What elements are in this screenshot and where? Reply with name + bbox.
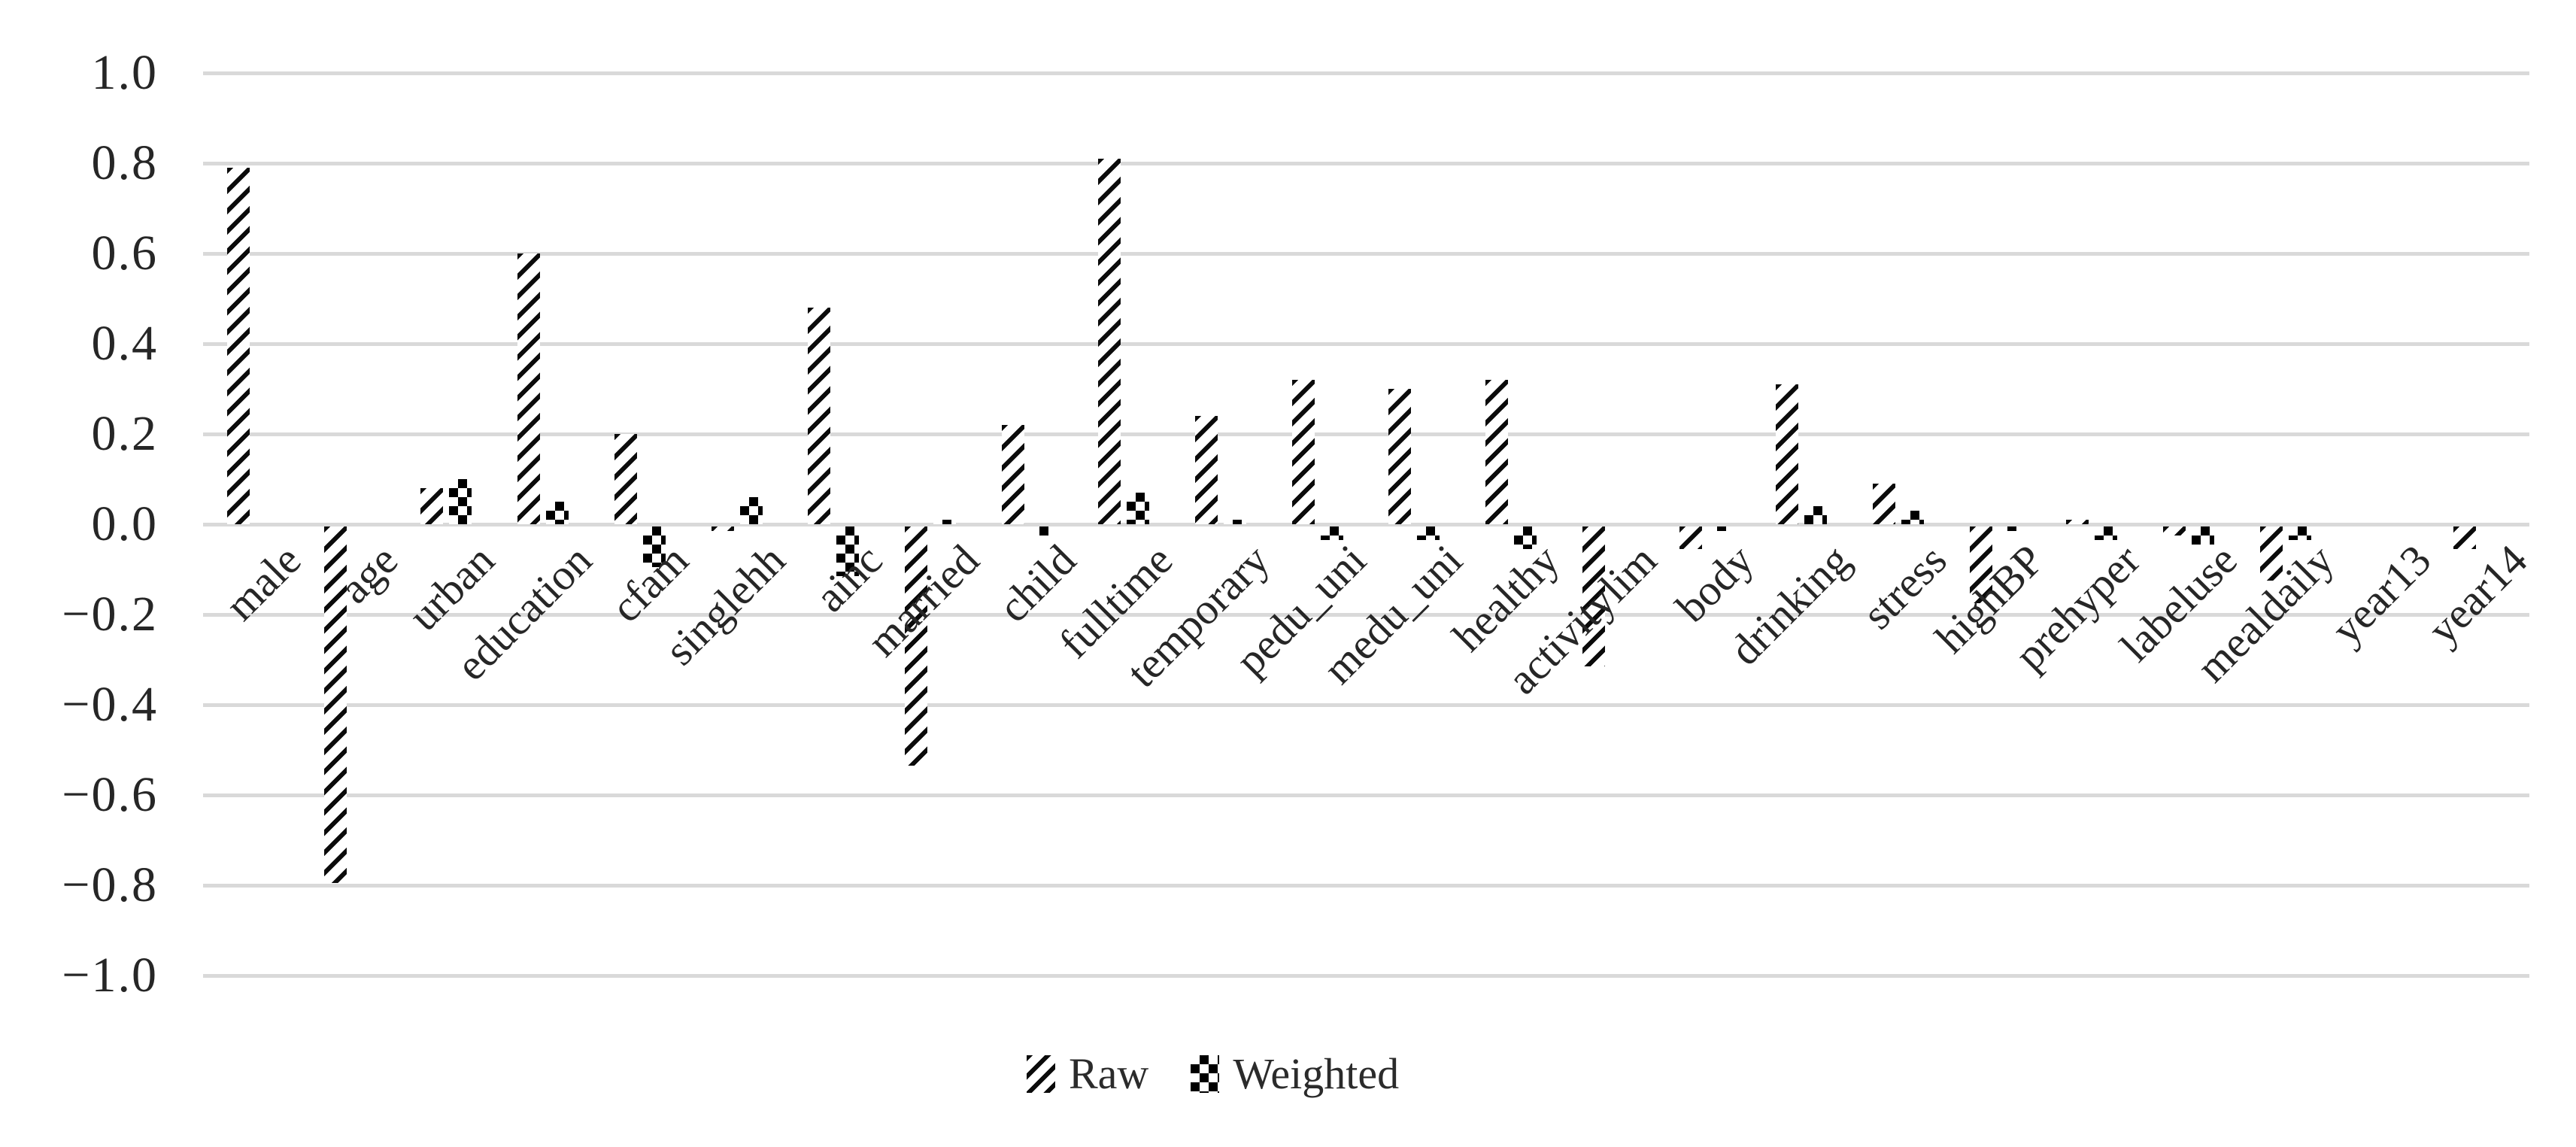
- weighted-bar-singlehh: [739, 497, 763, 524]
- raw-bar-child: [1001, 425, 1024, 524]
- raw-bar-labeluse: [2163, 526, 2186, 536]
- raw-bar-married: [904, 526, 927, 766]
- raw-hatch-swatch-icon: [1027, 1055, 1055, 1093]
- weighted-bar-drinking: [1804, 506, 1828, 524]
- raw-bar-singlehh: [711, 526, 734, 531]
- raw-bar-cfam: [614, 434, 637, 524]
- legend-label-weighted: Weighted: [1233, 1049, 1400, 1098]
- weighted-bar-healthy: [1514, 526, 1537, 549]
- raw-bar-medu_uni: [1388, 389, 1412, 524]
- weighted-bar-prehyper: [2095, 526, 2118, 540]
- y-axis-tick-label: −0.8: [62, 857, 158, 912]
- weighted-bar-married: [933, 520, 956, 524]
- raw-bar-male: [227, 168, 250, 524]
- gridline: [203, 252, 2529, 256]
- weighted-bar-body: [1707, 526, 1731, 531]
- weighted-bar-ainc: [836, 526, 860, 576]
- gridline: [203, 703, 2529, 707]
- weighted-bar-temporary: [1224, 520, 1246, 524]
- y-axis-tick-label: 0.6: [91, 226, 158, 281]
- gridline: [203, 71, 2529, 75]
- legend-label-raw: Raw: [1069, 1049, 1149, 1098]
- raw-bar-body: [1679, 526, 1702, 549]
- raw-bar-activitylim: [1582, 526, 1605, 666]
- y-axis-tick-label: 1.0: [91, 45, 158, 100]
- raw-bar-age: [323, 526, 347, 883]
- raw-bar-drinking: [1776, 384, 1799, 524]
- raw-bar-prehyper: [2066, 520, 2089, 524]
- raw-bar-temporary: [1195, 416, 1218, 524]
- weighted-bar-mealdaily: [2288, 526, 2311, 540]
- y-axis-tick-label: 0.4: [91, 316, 158, 371]
- weighted-bar-urban: [449, 479, 472, 524]
- raw-bar-mealdaily: [2259, 526, 2283, 581]
- weighted-bar-cfam: [642, 526, 666, 567]
- category-label-year14: year14: [2418, 535, 2537, 654]
- gridline: [203, 342, 2529, 346]
- raw-bar-fulltime: [1098, 159, 1121, 524]
- gridline: [203, 432, 2529, 436]
- raw-bar-urban: [420, 488, 444, 524]
- raw-bar-education: [517, 253, 541, 524]
- gridline: [203, 884, 2529, 888]
- weighted-bar-education: [546, 502, 569, 524]
- weighted-bar-pedu_uni: [1320, 526, 1343, 540]
- gridline: [203, 613, 2529, 617]
- weighted-bar-labeluse: [2192, 526, 2214, 545]
- y-axis-tick-label: 0.2: [91, 406, 158, 461]
- y-axis-tick-label: 0.8: [91, 135, 158, 190]
- legend: Raw Weighted: [1027, 1051, 1399, 1097]
- weighted-checker-swatch-icon: [1191, 1055, 1220, 1093]
- category-label-year13: year13: [2321, 535, 2441, 654]
- raw-bar-healthy: [1485, 380, 1509, 524]
- raw-bar-year14: [2453, 526, 2477, 549]
- gridline: [203, 162, 2529, 165]
- y-axis-tick-label: −1.0: [62, 948, 158, 1003]
- legend-item-raw: Raw: [1027, 1051, 1148, 1097]
- gridline: [203, 793, 2529, 797]
- gridline: [203, 974, 2529, 978]
- weighted-bar-highBP: [1998, 526, 2021, 531]
- raw-bar-ainc: [808, 308, 831, 524]
- weighted-bar-stress: [1901, 511, 1924, 524]
- weighted-bar-child: [1030, 526, 1053, 536]
- y-axis-tick-label: 0.0: [91, 496, 158, 551]
- weighted-bar-fulltime: [1127, 493, 1150, 524]
- y-axis-tick-label: −0.2: [62, 587, 158, 642]
- y-axis-tick-label: −0.4: [62, 677, 158, 732]
- y-axis-tick-label: −0.6: [62, 767, 158, 822]
- legend-item-weighted: Weighted: [1191, 1051, 1399, 1097]
- gridline: [203, 523, 2529, 526]
- weighted-bar-medu_uni: [1417, 526, 1440, 540]
- raw-bar-highBP: [1969, 526, 1992, 603]
- raw-bar-stress: [1872, 484, 1895, 524]
- raw-bar-pedu_uni: [1291, 380, 1315, 524]
